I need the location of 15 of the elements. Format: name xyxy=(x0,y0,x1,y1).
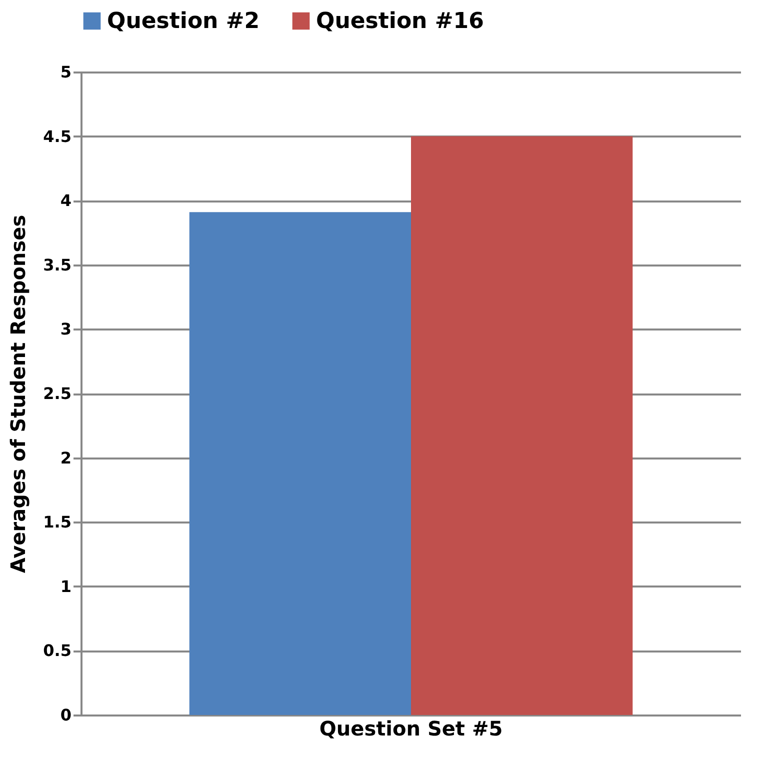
y-tick-label: 5 xyxy=(60,62,72,82)
legend-label: Question #16 xyxy=(316,9,484,34)
y-tick-label: 0 xyxy=(60,706,72,724)
y-tick-label: 1.5 xyxy=(43,512,72,532)
y-tick-label: 2.5 xyxy=(43,384,72,403)
y-tick-label: 2 xyxy=(60,448,72,468)
y-tick-label: 3.5 xyxy=(43,255,72,274)
y-tick-label: 0.5 xyxy=(43,641,72,660)
y-axis-title: Averages of Student Responses xyxy=(6,214,30,574)
y-tick-label: 4 xyxy=(60,191,72,210)
y-tick-label: 4.5 xyxy=(43,126,72,146)
y-tick-label: 3 xyxy=(60,320,72,339)
y-tick-label: 1 xyxy=(60,576,72,596)
legend-label: Question #2 xyxy=(107,9,260,34)
x-tick-label: Question Set #5 xyxy=(319,716,503,740)
